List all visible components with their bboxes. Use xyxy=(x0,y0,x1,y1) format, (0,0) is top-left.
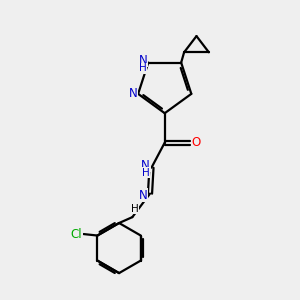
Text: H: H xyxy=(131,204,139,214)
Text: N: N xyxy=(139,54,147,67)
Text: N: N xyxy=(139,188,148,202)
Text: H: H xyxy=(142,168,149,178)
Text: O: O xyxy=(192,136,201,149)
Text: N: N xyxy=(128,87,137,101)
Text: H: H xyxy=(139,64,147,74)
Text: Cl: Cl xyxy=(70,228,82,241)
Text: N: N xyxy=(141,159,150,172)
